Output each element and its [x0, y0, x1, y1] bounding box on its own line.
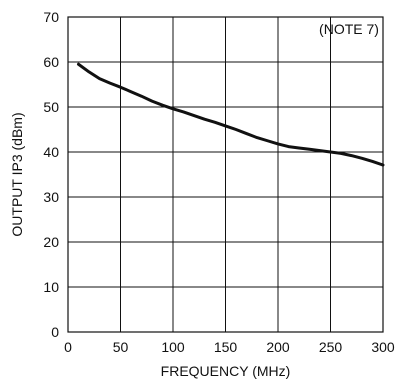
series-line [77, 62, 385, 167]
x-tick-label: 0 [64, 339, 72, 355]
x-tick-label: 150 [214, 339, 238, 355]
y-tick-label: 20 [43, 234, 59, 250]
x-tick-label: 200 [266, 339, 290, 355]
y-axis-title: OUTPUT IP3 (dBm) [9, 112, 25, 236]
y-tick-label: 30 [43, 189, 59, 205]
plot-layer [77, 62, 385, 167]
x-tick-label: 300 [371, 339, 395, 355]
x-tick-label: 250 [319, 339, 343, 355]
x-tick-label: 100 [161, 339, 185, 355]
y-tick-label: 50 [43, 99, 59, 115]
y-tick-label: 40 [43, 144, 59, 160]
x-axis-title: FREQUENCY (MHz) [161, 363, 291, 379]
y-tick-label: 10 [43, 279, 59, 295]
x-tick-label: 50 [113, 339, 129, 355]
chart-annotation: (NOTE 7) [319, 21, 379, 37]
y-tick-label: 0 [51, 324, 59, 340]
y-tick-label: 70 [43, 9, 59, 25]
y-tick-label: 60 [43, 54, 59, 70]
grid-layer [67, 16, 384, 333]
tick-layer: 0 50 100 150 200 250 300 0 10 20 30 40 50 60 70 [43, 9, 394, 355]
